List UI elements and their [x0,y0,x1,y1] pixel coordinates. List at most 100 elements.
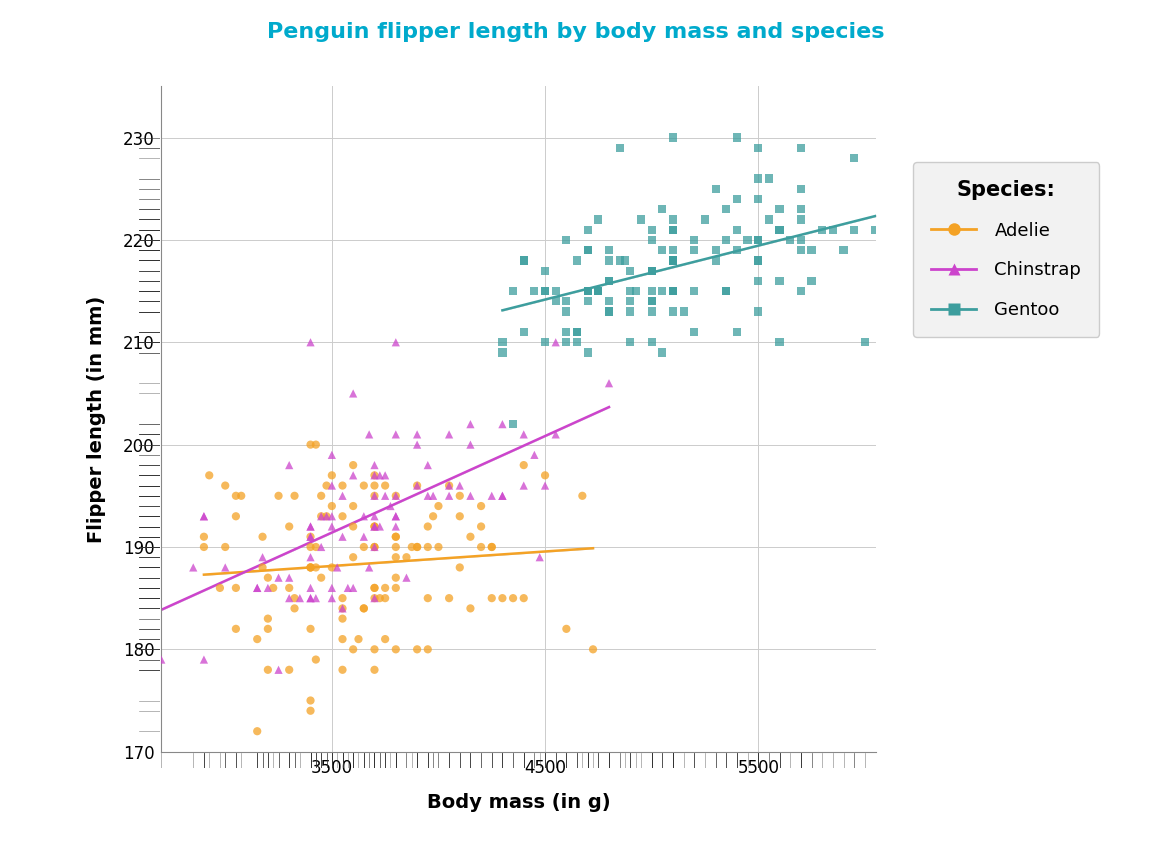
Point [430,499,448,513]
Point [856,335,874,349]
Point [515,591,533,605]
Point [589,284,607,298]
Point [355,601,373,615]
Point [248,724,266,738]
Point [749,305,767,319]
Point [483,540,501,554]
Point [749,233,767,247]
Point [578,244,597,257]
Point [802,244,820,257]
Point [232,489,250,503]
Point [706,181,725,195]
Point [280,519,298,533]
Point [706,244,725,257]
Point [344,468,363,482]
Point [211,581,229,594]
Point [643,264,661,277]
Point [600,244,619,257]
Point [578,284,597,298]
Point [339,581,357,594]
Point [515,458,533,472]
Point [365,540,384,554]
Point [302,519,320,533]
Point [643,223,661,237]
Point [472,499,491,513]
Point [621,295,639,308]
Point [365,468,384,482]
Point [248,581,266,594]
Point [344,550,363,564]
Point [248,766,266,779]
Point [371,591,389,605]
Point [759,172,778,186]
Point [643,295,661,308]
Point [387,510,406,524]
Point [365,519,384,533]
Point [290,591,309,605]
Point [387,530,406,543]
Point [424,510,442,524]
Point [381,499,400,513]
Point [791,284,810,298]
Point [717,202,735,216]
Point [402,540,420,554]
Point [323,499,341,513]
Point [355,530,373,543]
Point [600,274,619,288]
Point [440,479,458,492]
Point [259,622,278,636]
Point [536,284,554,298]
Point [536,284,554,298]
Point [333,601,351,615]
Point [195,510,213,524]
Point [461,530,479,543]
Point [280,663,298,677]
Point [323,448,341,461]
Point [664,305,682,319]
Point [355,510,373,524]
Point [483,540,501,554]
Point [365,489,384,503]
Point [333,510,351,524]
Point [227,581,245,594]
Point [418,519,437,533]
Point [600,295,619,308]
Point [323,479,341,492]
Point [270,571,288,585]
Point [227,489,245,503]
Point [643,335,661,349]
Point [430,540,448,554]
Point [355,601,373,615]
Point [333,489,351,503]
Point [365,510,384,524]
Point [631,213,650,226]
Point [376,468,394,482]
Point [834,244,852,257]
Point [344,581,363,594]
Point [333,530,351,543]
Point [450,510,469,524]
Point [483,591,501,605]
Point [259,663,278,677]
Point [525,448,544,461]
Point [333,601,351,615]
Point [200,468,219,482]
Point [387,510,406,524]
Point [408,643,426,657]
Point [493,346,511,359]
Point [706,253,725,267]
Point [195,510,213,524]
Point [503,591,522,605]
Point [749,253,767,267]
Point [387,335,406,349]
Point [323,510,341,524]
Point [771,223,789,237]
Point [728,325,746,339]
Point [248,581,266,594]
Point [408,479,426,492]
Point [589,213,607,226]
Point [270,489,288,503]
Point [227,510,245,524]
Point [306,652,325,666]
Point [685,244,704,257]
